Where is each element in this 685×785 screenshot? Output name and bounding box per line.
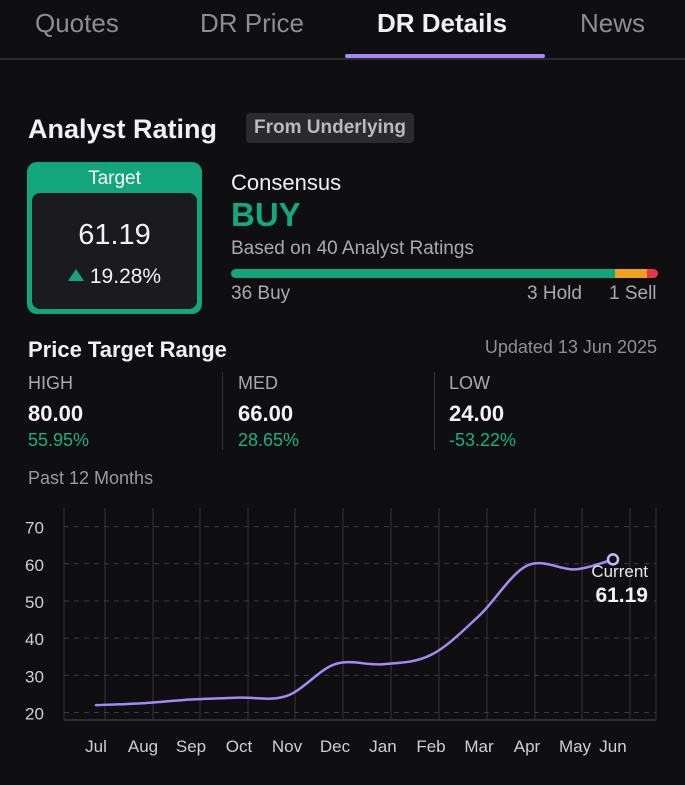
tab-news[interactable]: News	[580, 8, 646, 38]
consensus-value: BUY	[231, 196, 301, 233]
column-divider	[434, 372, 435, 450]
low-label: LOW	[449, 373, 491, 393]
tab-dr-price[interactable]: DR Price	[200, 8, 305, 38]
hold-count-label: 3 Hold	[527, 283, 582, 304]
med-label: MED	[238, 373, 278, 393]
triangle-up-icon	[67, 269, 84, 281]
sell-count-label: 1 Sell	[609, 283, 657, 304]
source-chip: From Underlying	[246, 113, 415, 143]
buy-count-label: 36 Buy	[231, 283, 291, 304]
low-value: 24.00	[449, 401, 505, 426]
target-inner: 61.19 19.28%	[32, 193, 197, 309]
y-tick-label: 70	[25, 519, 44, 538]
rating-bar-hold	[615, 269, 648, 278]
tab-bar: Quotes DR Price DR Details News	[0, 0, 685, 60]
tab-dr-details[interactable]: DR Details	[377, 8, 508, 38]
target-change: 19.28%	[32, 265, 197, 289]
based-on-text: Based on 40 Analyst Ratings	[231, 238, 474, 259]
target-card: Target 61.19 19.28%	[27, 162, 202, 314]
rating-bar-sell	[647, 269, 658, 278]
updated-date: Updated 13 Jun 2025	[484, 337, 657, 357]
high-value: 80.00	[28, 401, 84, 426]
chart-period-label: Past 12 Months	[28, 468, 154, 488]
current-value: 61.19	[595, 584, 648, 607]
x-tick-label: Aug	[128, 737, 158, 756]
med-pct: 28.65%	[238, 430, 300, 450]
high-label: HIGH	[28, 373, 73, 393]
x-tick-label: May	[559, 737, 592, 756]
consensus-label: Consensus	[231, 170, 342, 195]
active-tab-indicator	[345, 54, 545, 58]
target-label: Target	[88, 168, 141, 189]
y-tick-label: 60	[25, 556, 44, 575]
current-label: Current	[591, 562, 648, 581]
price-target-range-title: Price Target Range	[28, 337, 227, 362]
tab-quotes[interactable]: Quotes	[35, 8, 119, 38]
y-tick-label: 50	[25, 593, 44, 612]
x-tick-label: Dec	[320, 737, 351, 756]
y-tick-label: 30	[25, 667, 44, 686]
column-divider	[222, 372, 223, 450]
low-pct: -53.22%	[449, 430, 517, 450]
x-tick-label: Jan	[369, 737, 396, 756]
med-value: 66.00	[238, 401, 294, 426]
x-tick-label: Jun	[599, 737, 626, 756]
target-value: 61.19	[78, 219, 151, 251]
y-tick-label: 20	[25, 705, 44, 724]
y-tick-label: 40	[25, 630, 44, 649]
x-tick-label: Sep	[176, 737, 206, 756]
x-tick-label: Oct	[226, 737, 253, 756]
analyst-rating-title: Analyst Rating	[28, 114, 218, 144]
series-line	[94, 558, 615, 707]
current-point-marker	[606, 553, 620, 566]
x-tick-label: Nov	[272, 737, 303, 756]
high-pct: 55.95%	[28, 430, 90, 450]
x-tick-label: Feb	[416, 737, 445, 756]
rating-bar-buy	[231, 269, 616, 278]
x-tick-label: Mar	[464, 737, 494, 756]
x-tick-label: Jul	[85, 737, 107, 756]
price-target-chart: 20 30 40 50 60 70 Jul Aug Sep Oct Nov Dec Jan Feb Mar A…	[25, 508, 657, 756]
x-tick-label: Apr	[514, 737, 541, 756]
target-change-value: 19.28%	[89, 265, 162, 288]
rating-distribution-bar	[231, 269, 658, 278]
